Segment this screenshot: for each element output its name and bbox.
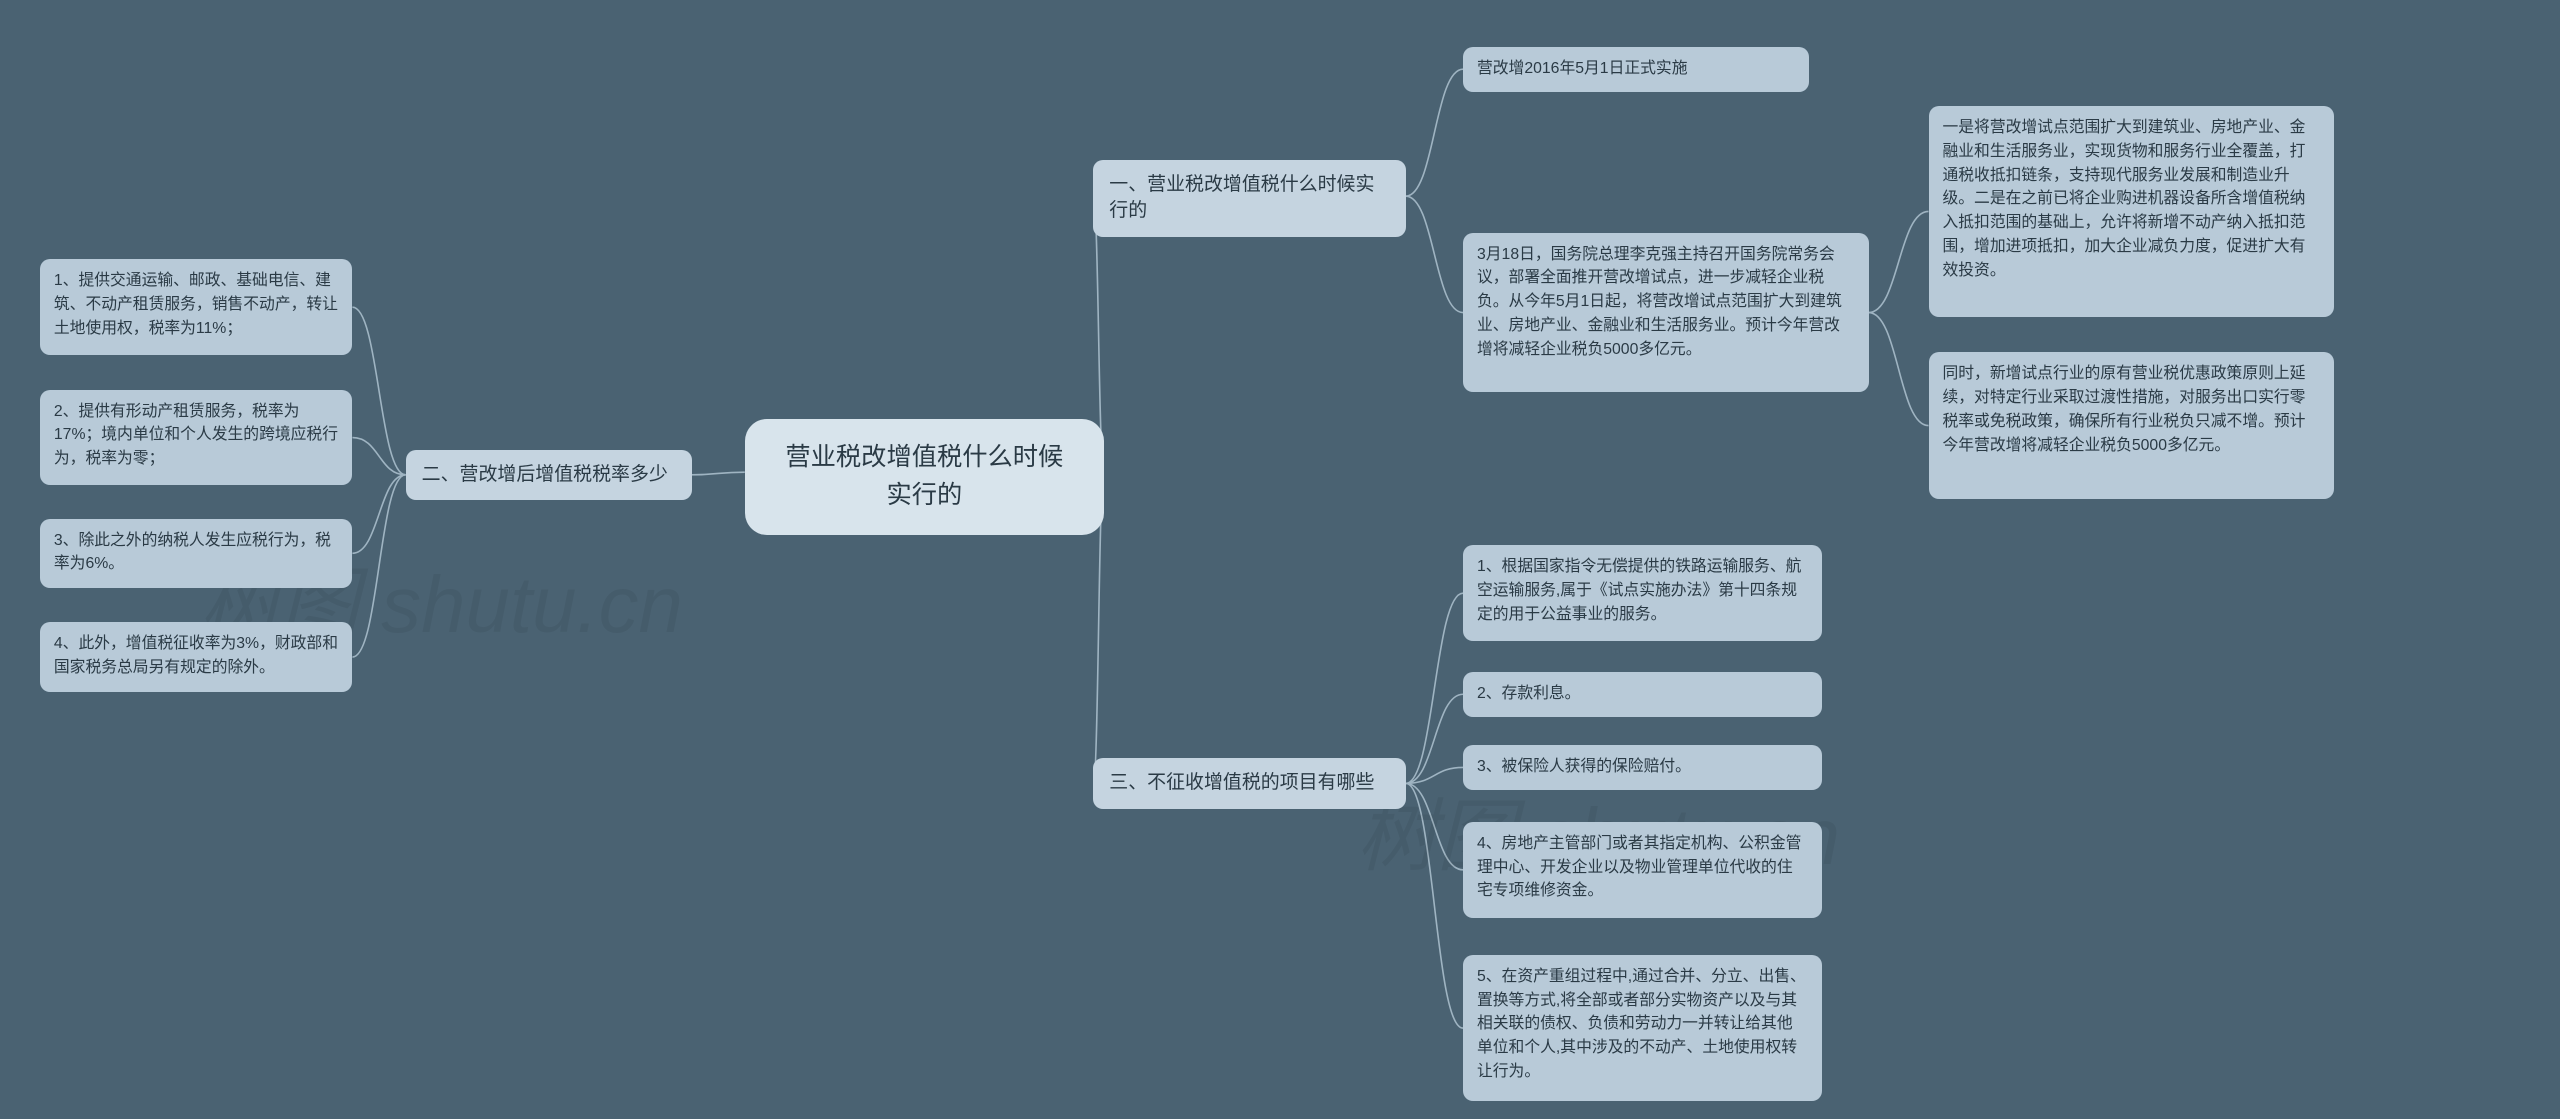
branch-3-child-1: 1、根据国家指令无偿提供的铁路运输服务、航空运输服务,属于《试点实施办法》第十四… [1463,545,1822,641]
center-node: 营业税改增值税什么时候实行的 [745,419,1104,535]
branch-3: 三、不征收增值税的项目有哪些 [1093,758,1406,809]
branch-3-child-5: 5、在资产重组过程中,通过合并、分立、出售、置换等方式,将全部或者部分实物资产以… [1463,955,1822,1101]
branch-3-child-2: 2、存款利息。 [1463,672,1822,717]
branch-2-child-3: 3、除此之外的纳税人发生应税行为，税率为6%。 [40,519,353,588]
branch-2-child-4: 4、此外，增值税征收率为3%，财政部和国家税务总局另有规定的除外。 [40,622,353,691]
branch-2-child-1: 1、提供交通运输、邮政、基础电信、建筑、不动产租赁服务，销售不动产，转让土地使用… [40,259,353,355]
branch-3-child-4: 4、房地产主管部门或者其指定机构、公积金管理中心、开发企业以及物业管理单位代收的… [1463,822,1822,918]
branch-1-child-2-sub-2: 同时，新增试点行业的原有营业税优惠政策原则上延续，对特定行业采取过渡性措施，对服… [1929,352,2335,498]
branch-2-child-2: 2、提供有形动产租赁服务，税率为17%；境内单位和个人发生的跨境应税行为，税率为… [40,390,353,486]
branch-1: 一、营业税改增值税什么时候实行的 [1093,160,1406,237]
branch-1-child-1: 营改增2016年5月1日正式实施 [1463,47,1809,92]
branch-3-child-3: 3、被保险人获得的保险赔付。 [1463,745,1822,790]
branch-1-child-2: 3月18日，国务院总理李克强主持召开国务院常务会议，部署全面推开营改增试点，进一… [1463,233,1869,393]
branch-1-child-2-sub-1: 一是将营改增试点范围扩大到建筑业、房地产业、金融业和生活服务业，实现货物和服务行… [1929,106,2335,316]
branch-2: 二、营改增后增值税税率多少 [406,450,692,501]
